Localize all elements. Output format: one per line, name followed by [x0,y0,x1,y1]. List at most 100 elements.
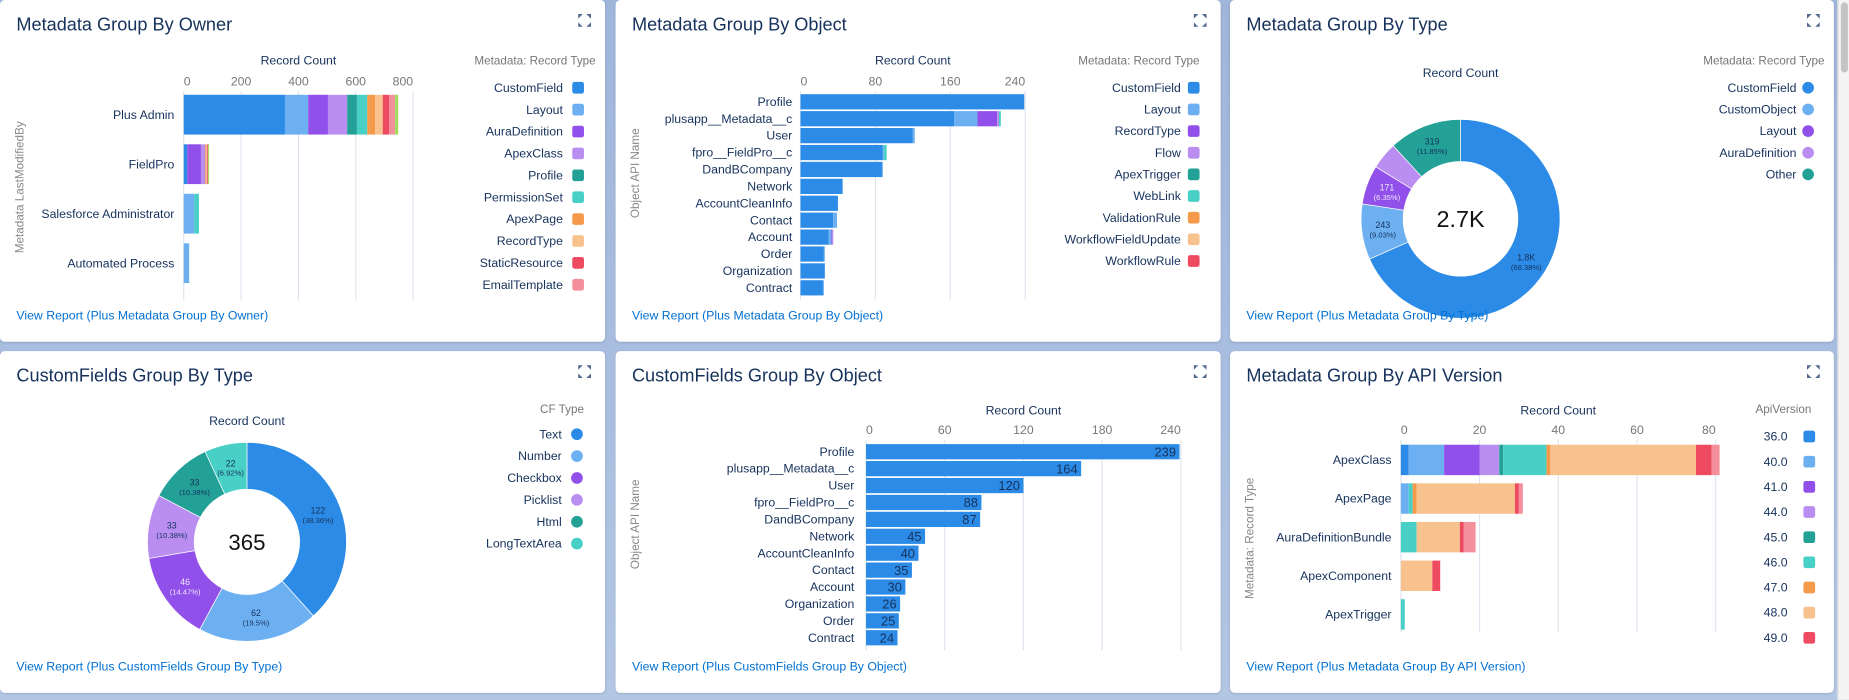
bar-segment[interactable] [183,243,190,284]
bar-segment[interactable] [1463,521,1476,553]
bar-segment[interactable] [1514,483,1519,514]
bar-segment[interactable] [800,246,824,262]
legend-item-label[interactable]: CustomField [1728,81,1797,95]
legend-item-label[interactable]: WebLink [1133,189,1181,203]
bar-segment[interactable] [866,630,898,646]
bar-segment[interactable] [882,144,884,161]
view-report-link[interactable]: View Report (Plus Metadata Group By Type… [1246,308,1489,324]
donut-slice[interactable] [1369,119,1561,319]
bar-segment[interactable] [883,144,887,161]
bar-segment[interactable] [187,144,201,185]
bar-segment[interactable] [866,511,981,527]
bar-segment[interactable] [866,613,899,629]
donut-slice[interactable] [246,442,347,617]
legend-item-label[interactable]: 46.0 [1764,555,1788,569]
legend-item-label[interactable]: CustomObject [1719,103,1797,117]
bar-segment[interactable] [1479,444,1500,476]
legend-item-label[interactable]: 40.0 [1764,455,1788,469]
bar-segment[interactable] [308,94,328,135]
bar-segment[interactable] [347,94,357,135]
bar-segment[interactable] [1550,444,1696,476]
bar-segment[interactable] [389,94,396,135]
bar-segment[interactable] [1432,560,1441,592]
bar-segment[interactable] [1400,483,1409,514]
legend-item-label[interactable]: CustomField [1112,81,1181,95]
legend-item-label[interactable]: RecordType [1115,124,1181,138]
bar-segment[interactable] [183,144,188,185]
bar-segment[interactable] [327,94,348,135]
expand-icon[interactable] [578,14,592,27]
bar-segment[interactable] [183,193,195,234]
bar-segment[interactable] [367,94,376,135]
bar-segment[interactable] [1408,444,1445,476]
bar-segment[interactable] [1400,521,1417,553]
legend-item-label[interactable]: Other [1766,167,1797,181]
bar-segment[interactable] [866,461,1082,477]
bar-segment[interactable] [194,193,199,234]
bar-segment[interactable] [205,144,207,185]
bar-segment[interactable] [1416,483,1515,514]
legend-item-label[interactable]: WorkflowRule [1105,254,1181,268]
bar-segment[interactable] [200,144,206,185]
scrollbar-thumb[interactable] [1840,2,1848,73]
view-report-link[interactable]: View Report (Plus Metadata Group By Owne… [16,308,269,324]
bar-segment[interactable] [382,94,390,135]
legend-item-label[interactable]: Html [537,515,562,529]
bar-segment[interactable] [395,94,399,135]
bar-segment[interactable] [800,94,1025,110]
legend-item-label[interactable]: PermissionSet [484,190,564,204]
bar-segment[interactable] [207,144,209,185]
legend-item-label[interactable]: 41.0 [1764,480,1788,494]
bar-segment[interactable] [1711,444,1720,476]
legend-item-label[interactable]: LongTextArea [486,537,562,551]
bar-segment[interactable] [356,94,368,135]
legend-item-label[interactable]: Flow [1155,146,1181,160]
bar-segment[interactable] [1518,483,1523,514]
bar-segment[interactable] [881,161,883,178]
bar-segment[interactable] [1546,444,1551,476]
bar-segment[interactable] [800,229,829,245]
bar-segment[interactable] [832,229,834,245]
bar-segment[interactable] [866,528,926,544]
bar-segment[interactable] [206,144,208,185]
bar-segment[interactable] [866,579,906,595]
expand-icon[interactable] [1806,14,1820,27]
expand-icon[interactable] [578,365,592,379]
view-report-link[interactable]: View Report (Plus CustomFields Group By … [16,660,283,675]
bar-segment[interactable] [800,212,834,228]
legend-item-label[interactable]: 44.0 [1764,505,1788,519]
view-report-link[interactable]: View Report (Plus CustomFields Group By … [631,660,907,675]
bar-segment[interactable] [866,494,982,511]
bar-segment[interactable] [831,229,833,245]
bar-segment[interactable] [375,94,383,135]
bar-segment[interactable] [997,111,999,127]
bar-segment[interactable] [822,280,824,296]
bar-segment[interactable] [828,229,832,245]
legend-item-label[interactable]: Profile [528,168,563,182]
bar-segment[interactable] [208,144,210,185]
bar-segment[interactable] [800,161,882,178]
bar-segment[interactable] [206,144,208,185]
bar-segment[interactable] [800,195,838,211]
bar-segment[interactable] [866,596,901,612]
bar-segment[interactable] [1416,521,1460,553]
bar-segment[interactable] [866,444,1180,460]
legend-item-label[interactable]: ValidationRule [1103,211,1181,225]
bar-segment[interactable] [800,111,955,127]
legend-item-label[interactable]: AuraDefinition [486,125,563,139]
view-report-link[interactable]: View Report (Plus Metadata Group By Obje… [631,308,884,324]
legend-item-label[interactable]: Checkbox [507,471,562,485]
bar-segment[interactable] [866,562,912,578]
legend-item-label[interactable]: Layout [526,103,563,117]
bar-segment[interactable] [1459,521,1464,553]
legend-item-label[interactable]: 49.0 [1764,631,1788,645]
expand-icon[interactable] [1193,14,1207,27]
bar-segment[interactable] [823,246,825,262]
legend-item-label[interactable]: RecordType [497,234,563,248]
legend-item-label[interactable]: ApexClass [504,147,563,161]
legend-item-label[interactable]: Text [539,427,562,441]
bar-segment[interactable] [800,280,823,296]
legend-item-label[interactable]: Layout [1144,103,1181,117]
expand-icon[interactable] [1193,365,1207,379]
view-report-link[interactable]: View Report (Plus Metadata Group By API … [1246,660,1526,675]
